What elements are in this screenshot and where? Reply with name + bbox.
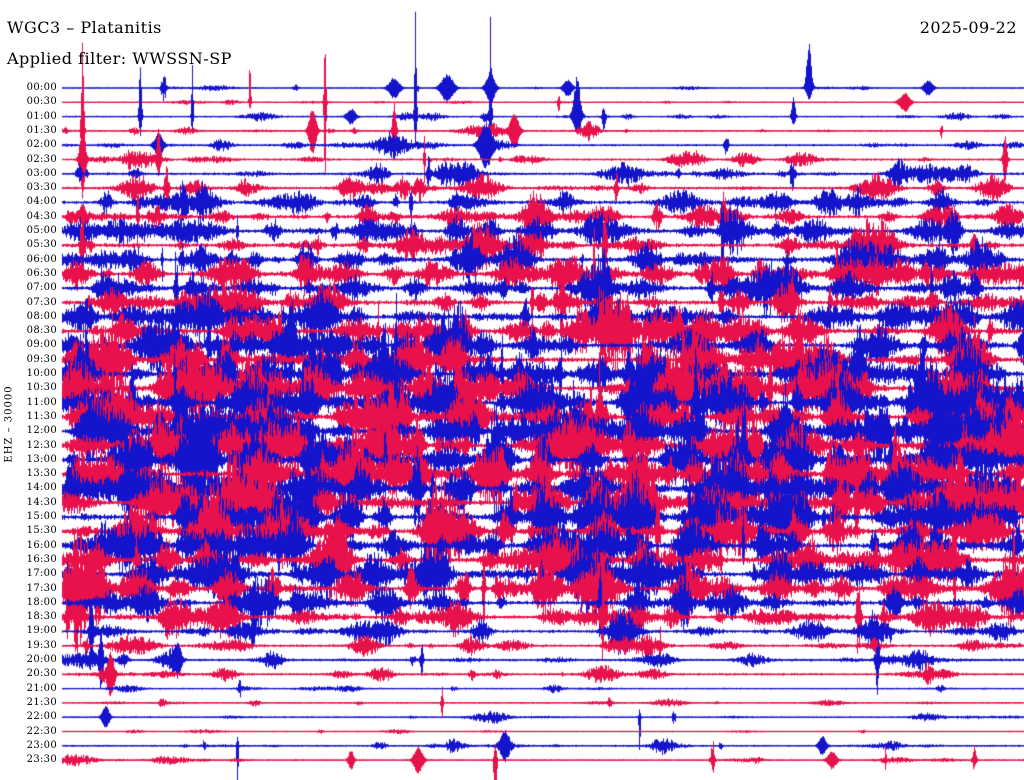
time-label: 13:30 xyxy=(26,468,57,480)
time-label: 01:30 xyxy=(26,124,57,136)
time-label: 03:00 xyxy=(26,167,57,179)
time-label: 00:30 xyxy=(26,96,57,108)
time-label: 23:30 xyxy=(26,754,57,766)
time-label: 12:30 xyxy=(26,439,57,451)
time-label: 09:00 xyxy=(26,339,57,351)
time-label: 18:00 xyxy=(26,596,57,608)
time-label: 08:30 xyxy=(26,325,57,337)
time-label: 20:30 xyxy=(26,668,57,680)
time-label: 11:00 xyxy=(26,396,57,408)
time-label: 21:00 xyxy=(26,682,57,694)
time-label: 07:00 xyxy=(26,282,57,294)
time-label: 10:00 xyxy=(26,368,57,379)
time-label: 19:30 xyxy=(26,639,57,651)
time-label: 11:30 xyxy=(26,410,57,422)
time-label: 13:00 xyxy=(26,453,57,465)
date-label: 2025-09-22 xyxy=(919,18,1017,37)
time-label: 23:00 xyxy=(26,739,57,751)
time-label: 19:00 xyxy=(26,625,57,637)
time-label: 05:00 xyxy=(26,225,57,236)
time-label: 17:30 xyxy=(26,582,57,594)
time-label: 07:30 xyxy=(26,296,57,308)
applied-filter-label: Applied filter: WWSSN-SP xyxy=(7,49,232,68)
time-label: 15:30 xyxy=(26,525,57,537)
time-label: 18:30 xyxy=(26,611,57,623)
time-label: 06:00 xyxy=(26,253,57,265)
time-label: 12:00 xyxy=(26,425,57,437)
time-label: 02:30 xyxy=(26,153,57,165)
time-label: 04:30 xyxy=(26,210,57,222)
station-title: WGC3 – Platanitis xyxy=(7,18,162,37)
time-label: 20:00 xyxy=(26,654,57,665)
time-label: 14:30 xyxy=(26,496,57,508)
time-label: 15:00 xyxy=(26,511,57,522)
time-label: 22:30 xyxy=(26,725,57,737)
time-label: 02:00 xyxy=(26,139,57,151)
time-label: 21:30 xyxy=(26,696,57,708)
time-label: 01:00 xyxy=(26,110,57,122)
time-label: 03:30 xyxy=(26,182,57,194)
time-label: 22:00 xyxy=(26,711,57,723)
time-label: 06:30 xyxy=(26,267,57,279)
time-label: 17:00 xyxy=(26,568,57,580)
time-label: 10:30 xyxy=(26,382,57,394)
time-label: 14:00 xyxy=(26,482,57,494)
time-label: 04:00 xyxy=(26,196,57,208)
time-label: 08:00 xyxy=(26,310,57,322)
time-label: 16:30 xyxy=(26,553,57,565)
time-label: 05:30 xyxy=(26,239,57,251)
time-label: 16:00 xyxy=(26,539,57,551)
time-label: 09:30 xyxy=(26,353,57,365)
time-label: 00:00 xyxy=(26,82,57,93)
